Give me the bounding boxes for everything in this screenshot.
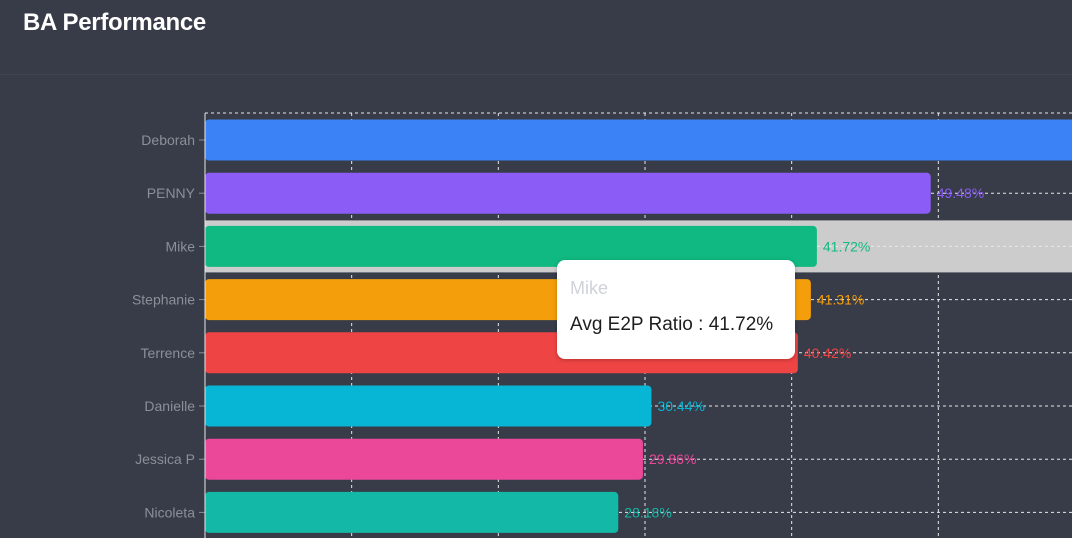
data-label: 29.86% [649, 451, 696, 467]
bar [205, 385, 652, 427]
bar [205, 172, 931, 214]
data-label: 41.72% [823, 238, 870, 254]
y-tick-label: Jessica P [135, 451, 195, 467]
bar [205, 119, 1072, 161]
y-tick-label: Stephanie [132, 292, 195, 308]
y-tick-label: Deborah [141, 132, 195, 148]
y-tick-label: Danielle [144, 398, 195, 414]
tooltip-value: Avg E2P Ratio : 41.72% [570, 314, 774, 335]
bar [205, 491, 619, 533]
page-title: BA Performance [23, 9, 206, 36]
data-label: 28.18% [624, 504, 671, 520]
y-tick-label: Nicoleta [144, 504, 195, 520]
data-label: 30.44% [657, 398, 704, 414]
data-label: 40.42% [804, 345, 851, 361]
chart-tooltip: Mike Avg E2P Ratio : 41.72% [557, 260, 795, 359]
tooltip-title: Mike [570, 278, 609, 298]
bar [205, 438, 643, 480]
data-label: 49.48% [937, 185, 984, 201]
bar [205, 225, 817, 267]
y-tick-label: Terrence [141, 345, 196, 361]
data-label: 41.31% [817, 292, 864, 308]
y-tick-label: Mike [165, 238, 195, 254]
y-tick-label: PENNY [147, 185, 196, 201]
page-header: BA Performance [0, 0, 1072, 75]
